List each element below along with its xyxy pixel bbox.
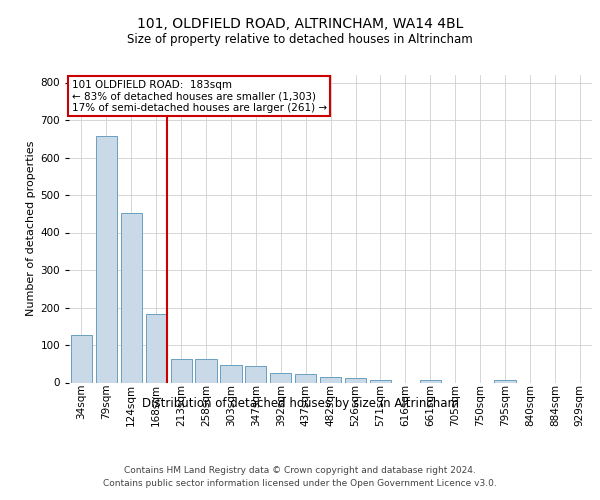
Text: Distribution of detached houses by size in Altrincham: Distribution of detached houses by size … <box>142 398 458 410</box>
Text: Contains HM Land Registry data © Crown copyright and database right 2024.: Contains HM Land Registry data © Crown c… <box>124 466 476 475</box>
Bar <box>196 359 217 382</box>
Y-axis label: Number of detached properties: Number of detached properties <box>26 141 36 316</box>
Bar <box>96 136 117 382</box>
Bar <box>270 373 292 382</box>
Text: Size of property relative to detached houses in Altrincham: Size of property relative to detached ho… <box>127 32 473 46</box>
Bar <box>345 378 366 382</box>
Text: 101 OLDFIELD ROAD:  183sqm
← 83% of detached houses are smaller (1,303)
17% of s: 101 OLDFIELD ROAD: 183sqm ← 83% of detac… <box>71 80 327 113</box>
Bar <box>220 365 242 382</box>
Bar <box>170 359 192 382</box>
Bar <box>71 335 92 382</box>
Bar <box>370 380 391 382</box>
Text: Contains public sector information licensed under the Open Government Licence v3: Contains public sector information licen… <box>103 479 497 488</box>
Bar <box>320 377 341 382</box>
Bar <box>419 380 441 382</box>
Bar <box>245 366 266 382</box>
Bar <box>494 380 515 382</box>
Bar <box>295 374 316 382</box>
Bar <box>146 314 167 382</box>
Text: 101, OLDFIELD ROAD, ALTRINCHAM, WA14 4BL: 101, OLDFIELD ROAD, ALTRINCHAM, WA14 4BL <box>137 18 463 32</box>
Bar <box>121 213 142 382</box>
